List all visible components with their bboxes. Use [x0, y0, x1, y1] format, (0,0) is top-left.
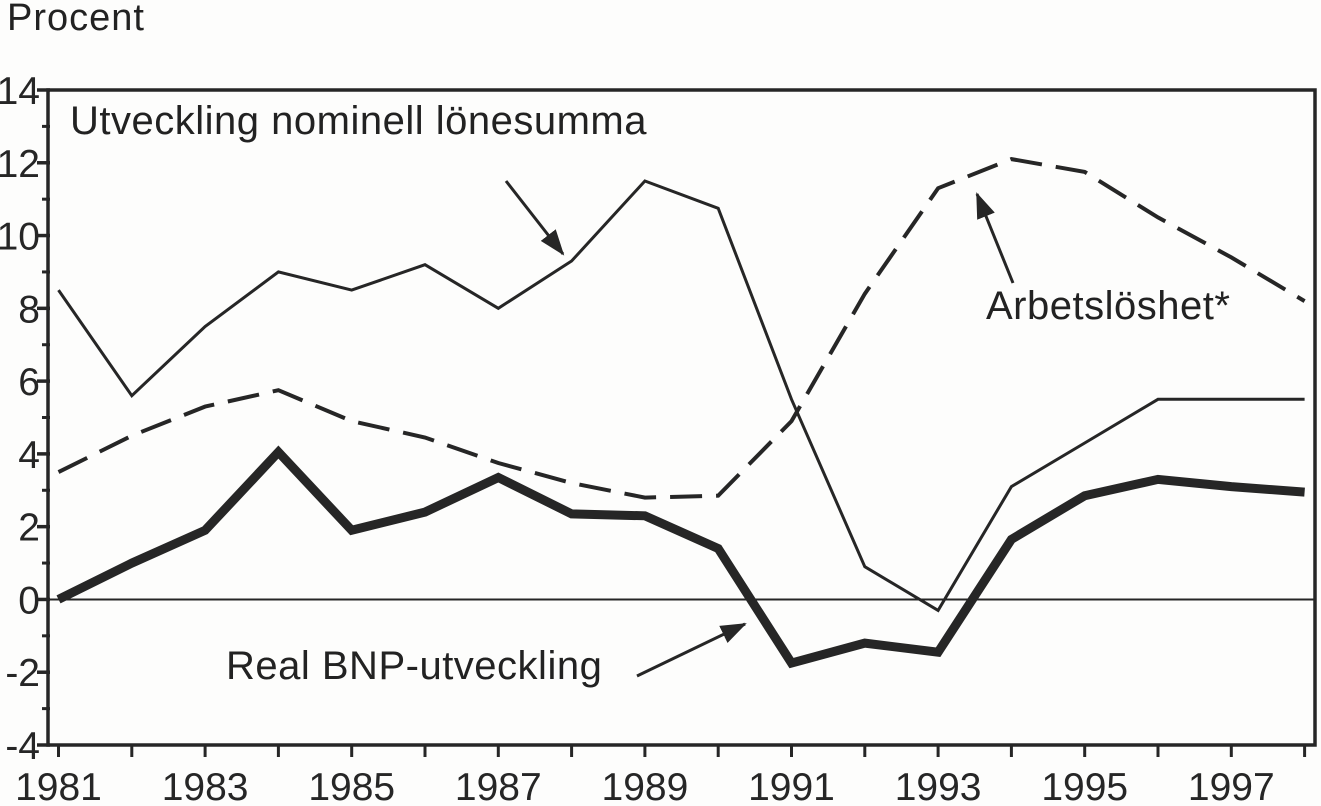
x-tick-label: 1989 [602, 766, 689, 806]
x-tick-label: 1997 [1188, 766, 1275, 806]
y-tick-label: -4 [5, 725, 40, 768]
y-tick-label: 14 [0, 70, 40, 113]
real-gdp-line [56, 445, 1305, 669]
x-tick-label: 1981 [15, 766, 102, 806]
annotation-arrow-unemployment [975, 192, 1015, 284]
unemployment-line [57, 157, 1306, 500]
x-tick-label: 1985 [308, 766, 395, 806]
y-tick-label: 10 [0, 216, 40, 259]
annotation-unemployment-label: Arbetslöshet* [986, 284, 1231, 328]
annotation-wage-sum-label: Utveckling nominell lönesumma [70, 99, 647, 143]
x-tick-label: 1991 [748, 766, 835, 806]
x-tick-label: 1995 [1041, 766, 1128, 806]
y-tick-label: 8 [18, 288, 40, 331]
x-tick-label: 1983 [162, 766, 249, 806]
y-tick-label: -2 [5, 652, 40, 695]
y-tick-label: 0 [18, 579, 40, 622]
wage-sum-line [57, 179, 1305, 613]
annotation-arrow-wage-sum [504, 180, 565, 256]
y-tick-label: 12 [0, 143, 40, 186]
y-axis-title: Procent [7, 0, 145, 39]
annotation-arrow-real-gdp [636, 622, 747, 678]
x-tick-label: 1993 [895, 766, 982, 806]
y-tick-label: 6 [18, 361, 40, 404]
y-tick-label: 2 [18, 507, 40, 550]
y-tick-label: 4 [18, 434, 40, 477]
x-tick-label: 1987 [455, 766, 542, 806]
annotation-real-gdp-label: Real BNP-utveckling [226, 644, 603, 688]
